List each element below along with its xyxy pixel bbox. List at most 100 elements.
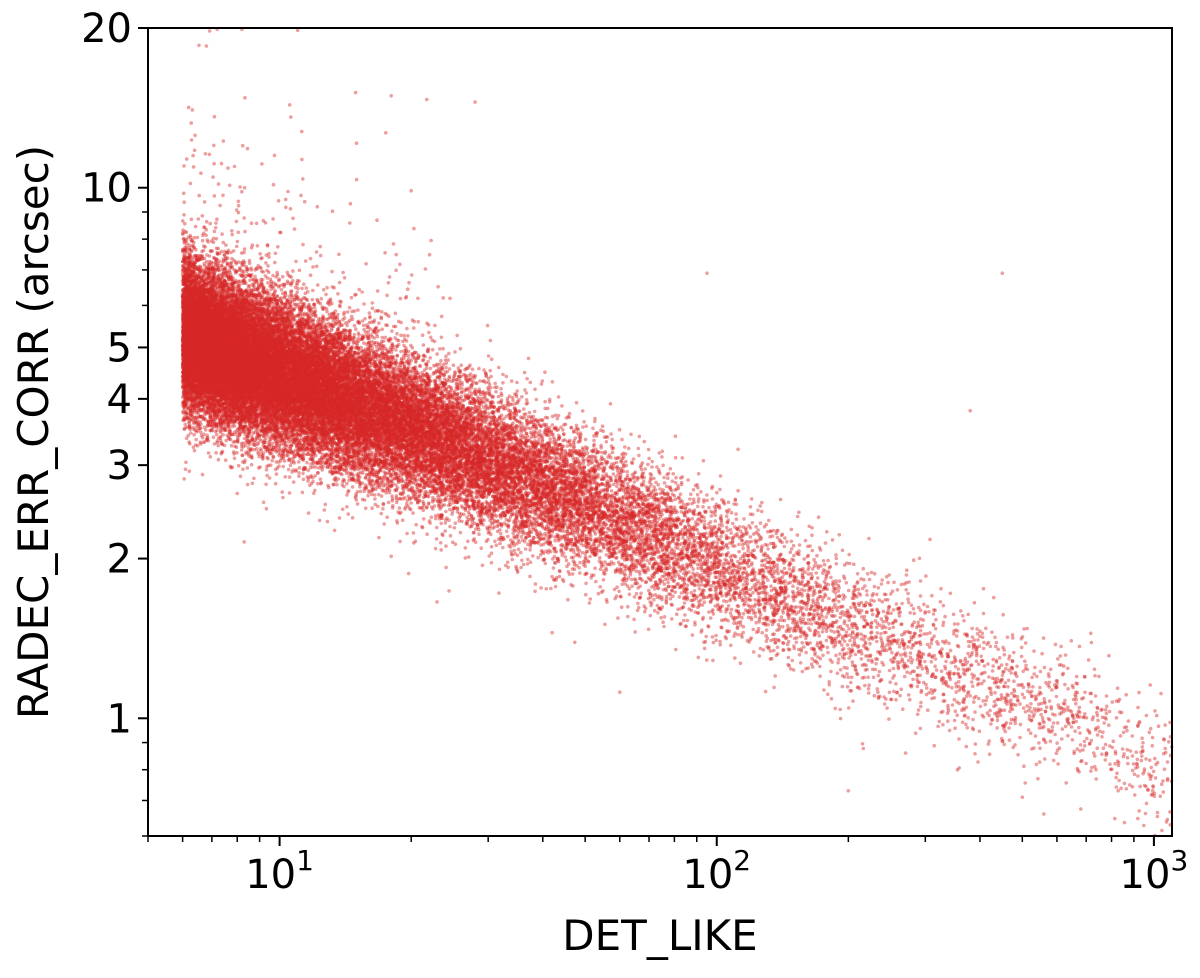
scatter-point (769, 568, 774, 572)
scatter-point (729, 643, 733, 648)
scatter-point (496, 504, 501, 508)
scatter-point (380, 411, 384, 416)
scatter-point (323, 502, 328, 507)
scatter-point (404, 404, 409, 409)
scatter-point (516, 547, 521, 552)
scatter-point (899, 687, 903, 692)
scatter-point (247, 392, 251, 396)
scatter-point (548, 540, 552, 544)
scatter-point (494, 463, 499, 468)
scatter-point (1063, 653, 1068, 657)
scatter-point (644, 538, 648, 542)
scatter-point (1034, 762, 1039, 767)
scatter-point (216, 457, 221, 462)
scatter-point (848, 633, 852, 637)
scatter-point (350, 391, 355, 395)
scatter-point (1111, 739, 1116, 743)
scatter-point (224, 438, 228, 443)
scatter-point (264, 506, 269, 511)
scatter-point (362, 431, 367, 435)
scatter-point (783, 596, 788, 601)
scatter-point (794, 640, 799, 645)
scatter-point (361, 383, 366, 388)
scatter-point (362, 420, 367, 425)
scatter-point (671, 579, 676, 583)
scatter-point (312, 348, 316, 352)
scatter-point (351, 434, 355, 438)
scatter-point (186, 105, 191, 110)
scatter-point (184, 460, 188, 465)
scatter-point (696, 655, 701, 660)
scatter-point (271, 354, 276, 359)
scatter-point (448, 296, 452, 301)
scatter-point (1033, 665, 1037, 670)
scatter-point (361, 447, 366, 451)
scatter-point (973, 742, 978, 746)
scatter-point (292, 385, 297, 390)
scatter-point (1153, 776, 1158, 780)
scatter-point (192, 310, 196, 314)
scatter-point (897, 644, 902, 649)
scatter-point (341, 370, 346, 375)
scatter-point (211, 405, 216, 410)
scatter-point (523, 388, 527, 392)
scatter-point (872, 571, 877, 576)
scatter-point (485, 323, 490, 328)
scatter-point (281, 401, 285, 406)
scatter-point (982, 664, 987, 668)
scatter-point (280, 382, 284, 387)
scatter-point (544, 587, 549, 591)
scatter-point (1043, 757, 1047, 761)
scatter-point (261, 390, 265, 395)
scatter-point (560, 404, 564, 408)
scatter-point (1010, 633, 1015, 637)
scatter-point (900, 601, 904, 606)
scatter-point (515, 439, 520, 444)
scatter-point (443, 521, 448, 525)
scatter-point (847, 647, 851, 651)
scatter-point (277, 358, 282, 362)
scatter-point (388, 451, 392, 455)
scatter-point (937, 719, 942, 724)
scatter-point (1036, 708, 1041, 713)
scatter-point (1150, 792, 1155, 796)
scatter-point (383, 385, 388, 390)
scatter-point (327, 346, 332, 350)
scatter-point (757, 534, 762, 538)
scatter-point (289, 419, 293, 423)
scatter-point (503, 473, 508, 478)
scatter-point (274, 319, 278, 323)
scatter-point (715, 490, 719, 495)
scatter-point (324, 292, 328, 297)
scatter-point (351, 435, 356, 440)
scatter-point (1032, 707, 1037, 711)
scatter-point (668, 592, 673, 597)
scatter-point (830, 538, 835, 542)
scatter-point (393, 463, 398, 468)
scatter-point (821, 626, 826, 630)
scatter-point (952, 718, 957, 723)
scatter-point (380, 335, 385, 340)
scatter-point (674, 475, 678, 480)
scatter-point (989, 722, 993, 726)
scatter-point (697, 587, 702, 591)
scatter-point (434, 537, 439, 541)
scatter-point (351, 391, 356, 396)
scatter-point (485, 427, 490, 432)
scatter-point (478, 447, 482, 451)
scatter-point (486, 354, 491, 358)
scatter-point (931, 612, 936, 616)
scatter-point (556, 413, 561, 418)
scatter-point (729, 607, 734, 612)
scatter-point (447, 379, 451, 383)
scatter-point (906, 597, 910, 601)
scatter-point (261, 319, 266, 323)
scatter-point (206, 307, 210, 312)
scatter-point (292, 408, 297, 412)
scatter-point (1012, 718, 1016, 722)
scatter-point (381, 507, 385, 511)
scatter-point (391, 401, 396, 406)
scatter-point (381, 484, 386, 488)
scatter-point (721, 578, 725, 582)
scatter-point (389, 396, 394, 400)
